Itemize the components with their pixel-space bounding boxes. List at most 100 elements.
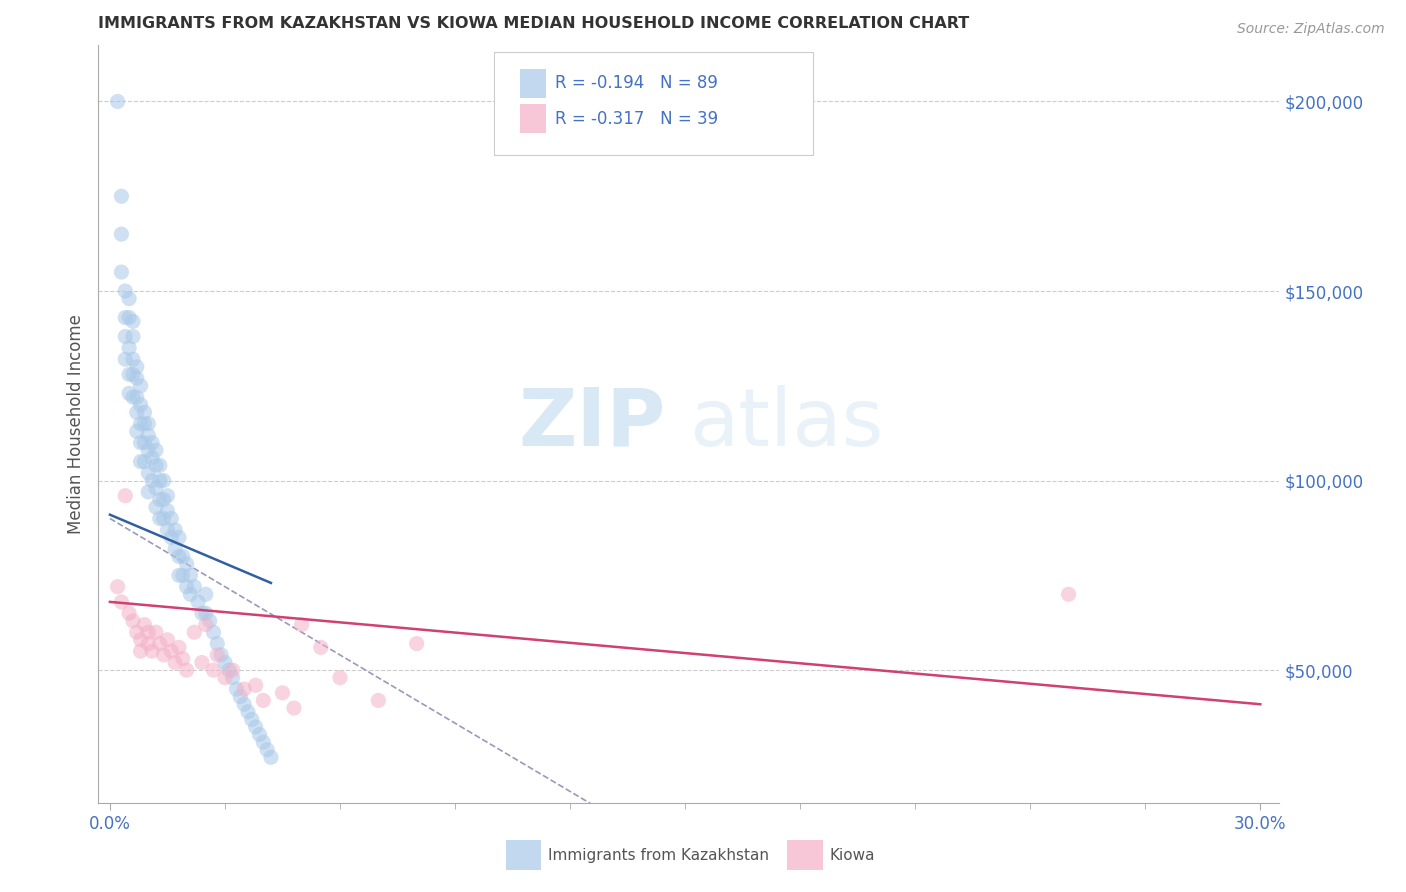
Point	[156, 504, 179, 518]
Point	[141, 644, 163, 658]
Point	[167, 530, 190, 544]
Point	[125, 390, 148, 404]
Point	[125, 425, 148, 439]
Point	[145, 625, 167, 640]
Point	[167, 549, 190, 564]
Point	[129, 644, 152, 658]
Point	[134, 405, 156, 419]
Point	[149, 474, 172, 488]
Point	[249, 728, 271, 742]
Point	[149, 458, 172, 473]
Point	[245, 720, 267, 734]
Point	[183, 580, 205, 594]
Text: IMMIGRANTS FROM KAZAKHSTAN VS KIOWA MEDIAN HOUSEHOLD INCOME CORRELATION CHART: IMMIGRANTS FROM KAZAKHSTAN VS KIOWA MEDI…	[98, 16, 970, 31]
Point	[114, 329, 136, 343]
Y-axis label: Median Household Income: Median Household Income	[66, 314, 84, 533]
Point	[172, 568, 194, 582]
Point	[225, 681, 247, 696]
Point	[283, 701, 305, 715]
Point	[136, 625, 159, 640]
Point	[141, 435, 163, 450]
Point	[122, 390, 145, 404]
Point	[110, 265, 132, 279]
Point	[165, 541, 187, 556]
Point	[218, 663, 240, 677]
Point	[110, 595, 132, 609]
Point	[256, 742, 278, 756]
Point	[122, 352, 145, 367]
Point	[405, 637, 427, 651]
Point	[122, 329, 145, 343]
Point	[165, 656, 187, 670]
Point	[125, 625, 148, 640]
Point	[118, 292, 141, 306]
Point	[187, 595, 209, 609]
Point	[114, 284, 136, 298]
Point	[233, 698, 256, 712]
Point	[252, 735, 274, 749]
Text: ZIP: ZIP	[517, 384, 665, 463]
Point	[145, 500, 167, 514]
FancyBboxPatch shape	[520, 69, 546, 98]
Point	[114, 489, 136, 503]
Point	[291, 617, 314, 632]
Point	[107, 95, 129, 109]
Point	[221, 671, 243, 685]
Point	[152, 648, 174, 662]
Text: R = -0.194   N = 89: R = -0.194 N = 89	[555, 74, 718, 92]
Point	[134, 617, 156, 632]
Text: R = -0.317   N = 39: R = -0.317 N = 39	[555, 110, 718, 128]
Point	[134, 435, 156, 450]
FancyBboxPatch shape	[494, 52, 813, 154]
Point	[202, 625, 225, 640]
Point	[149, 637, 172, 651]
Point	[252, 693, 274, 707]
Text: Immigrants from Kazakhstan: Immigrants from Kazakhstan	[548, 848, 769, 863]
Point	[152, 474, 174, 488]
Point	[125, 405, 148, 419]
Point	[167, 640, 190, 655]
Point	[229, 690, 252, 704]
Point	[141, 450, 163, 465]
Point	[122, 314, 145, 328]
Point	[107, 580, 129, 594]
Point	[118, 310, 141, 325]
Point	[172, 651, 194, 665]
Point	[1057, 587, 1080, 601]
Point	[214, 671, 236, 685]
Point	[191, 656, 214, 670]
Point	[183, 625, 205, 640]
Point	[167, 568, 190, 582]
Point	[149, 492, 172, 507]
Point	[191, 607, 214, 621]
Point	[207, 648, 229, 662]
Point	[240, 712, 263, 726]
Text: Kiowa: Kiowa	[830, 848, 875, 863]
Point	[156, 632, 179, 647]
Point	[198, 614, 221, 628]
Point	[129, 435, 152, 450]
Point	[194, 587, 217, 601]
Point	[233, 681, 256, 696]
Point	[125, 359, 148, 374]
Point	[209, 648, 232, 662]
Point	[141, 474, 163, 488]
Point	[129, 454, 152, 469]
Point	[122, 368, 145, 382]
Point	[125, 371, 148, 385]
Point	[136, 428, 159, 442]
Point	[309, 640, 332, 655]
Point	[172, 549, 194, 564]
Point	[110, 227, 132, 241]
Point	[129, 632, 152, 647]
Point	[214, 656, 236, 670]
Point	[160, 511, 183, 525]
Point	[136, 417, 159, 431]
Point	[118, 368, 141, 382]
Point	[136, 443, 159, 458]
Text: atlas: atlas	[689, 384, 883, 463]
Point	[145, 481, 167, 495]
Point	[114, 352, 136, 367]
Point	[176, 580, 198, 594]
Point	[194, 607, 217, 621]
